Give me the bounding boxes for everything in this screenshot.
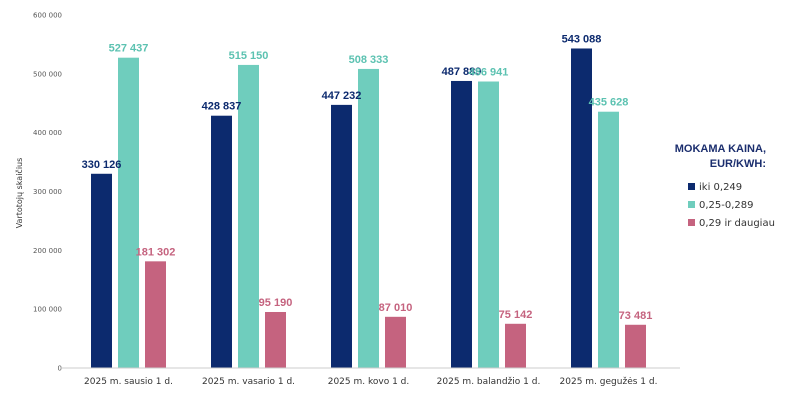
bar — [451, 80, 472, 368]
y-tick-label: 300 000 — [33, 188, 62, 196]
category-label: 2025 m. gegužės 1 d. — [560, 377, 658, 387]
bar — [331, 104, 352, 368]
data-label: 95 190 — [259, 297, 293, 309]
data-label: 527 437 — [109, 43, 149, 55]
legend-title-line1: MOKAMA KAINA, — [675, 143, 766, 155]
data-label: 447 232 — [322, 90, 362, 102]
data-labels: 330 126 527 437 181 302 428 837 515 150 95 19… — [82, 33, 653, 321]
data-label: 428 837 — [202, 101, 242, 113]
data-label: 181 302 — [136, 246, 176, 258]
y-tick-label: 600 000 — [33, 12, 62, 20]
data-label: 73 481 — [619, 310, 653, 322]
category-label: 2025 m. vasario 1 d. — [202, 377, 295, 387]
legend-swatch — [688, 201, 695, 208]
data-label: 75 142 — [499, 309, 533, 321]
y-tick-label: 0 — [58, 365, 62, 373]
bar — [91, 173, 112, 368]
bar — [598, 111, 619, 368]
category-label: 2025 m. sausio 1 d. — [84, 377, 173, 387]
legend-swatch — [688, 219, 695, 226]
legend-label: 0,25-0,289 — [699, 200, 754, 211]
y-tick-label: 500 000 — [33, 70, 62, 78]
legend-label: 0,29 ir daugiau — [699, 218, 775, 229]
data-label: 87 010 — [379, 302, 413, 314]
bars — [91, 48, 646, 369]
category-label: 2025 m. kovo 1 d. — [328, 377, 410, 387]
bar — [571, 48, 592, 369]
bar — [118, 57, 139, 369]
data-label: 435 628 — [589, 97, 629, 109]
data-label: 330 126 — [82, 159, 122, 171]
legend-label: iki 0,249 — [699, 182, 742, 193]
bar — [358, 68, 379, 368]
y-axis: 0 100 000 200 000 300 000 400 000 500 000 600 … — [33, 12, 62, 373]
legend-swatch — [688, 183, 695, 190]
y-tick-label: 200 000 — [33, 247, 62, 255]
bar — [211, 115, 232, 368]
bar — [238, 64, 259, 369]
y-axis-label: Vartotojų skaičius — [14, 158, 24, 229]
x-axis: 2025 m. sausio 1 d. 2025 m. vasario 1 d. 2… — [84, 377, 657, 387]
bar — [145, 261, 166, 368]
legend-title-line2: EUR/KWH: — [710, 158, 766, 170]
bar — [478, 81, 499, 368]
data-label: 508 333 — [349, 54, 389, 66]
data-label: 543 088 — [562, 33, 602, 45]
bar — [385, 316, 406, 368]
data-label: 515 150 — [229, 50, 269, 62]
data-label: 486 941 — [469, 67, 509, 79]
bar — [625, 324, 646, 368]
data-label: 487 889 — [442, 66, 482, 78]
bar — [265, 311, 286, 368]
bar — [505, 323, 526, 368]
legend: MOKAMA KAINA, EUR/KWH: iki 0,249 0,25-0,2… — [675, 143, 775, 229]
y-tick-label: 400 000 — [33, 129, 62, 137]
category-label: 2025 m. balandžio 1 d. — [437, 377, 541, 387]
y-tick-label: 100 000 — [33, 306, 62, 314]
